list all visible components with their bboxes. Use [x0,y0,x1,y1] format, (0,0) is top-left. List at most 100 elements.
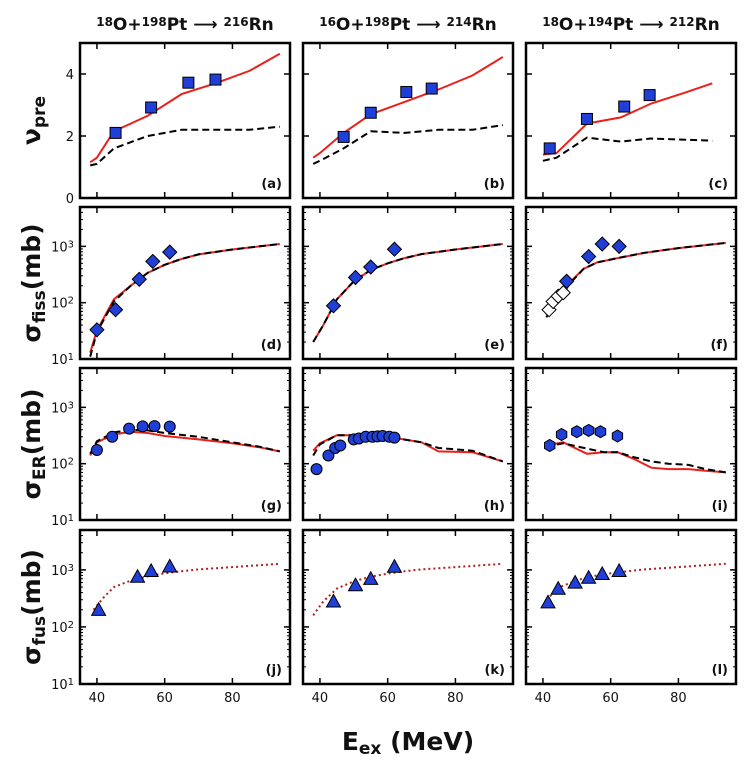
x-axis-label: Eex (MeV) [342,727,474,759]
series-line-dashed [312,243,503,343]
data-point-diamond [325,298,342,314]
data-point-diamond [363,259,379,275]
series-line-dashed [89,125,280,167]
y-tick-label: 103 [51,400,74,416]
data-point-square [400,85,413,98]
panel-e: (e) [301,205,515,361]
plot-area [89,52,281,167]
panel-a: 0 2 4 (a) [66,41,292,207]
y-tick-label: 102 [51,457,74,473]
panel-j: 101 102 103 40 60 80 (j) [51,528,292,706]
panel-frame [301,41,515,200]
plot-area [542,82,713,162]
data-point-circle [322,449,335,462]
x-tick-label: 60 [156,691,173,706]
data-point-diamond [107,302,124,318]
panel-frame [301,205,515,361]
data-point-diamond [162,244,178,260]
plot-area [312,56,504,165]
panel-letter: (g) [261,499,282,514]
data-point-hexagon [611,429,624,443]
data-point-square [425,82,438,95]
panel-frame [78,366,292,522]
data-point-square [182,76,195,89]
series-line-dotted [312,562,503,616]
plot-area [312,241,503,343]
panel-b: (b) [301,41,515,200]
column-title-1: 18O+198Pt ⟶ 216Rn [96,15,274,35]
data-point-hexagon [555,427,568,442]
data-point-circle [334,439,347,452]
panel-h: (h) [301,366,515,522]
plot-area [310,430,504,476]
y-tick-label: 101 [51,352,74,368]
plot-area [90,558,280,616]
y-tick-label: 101 [51,677,74,693]
panel-letter: (a) [261,177,282,192]
series-line-dashed [545,241,726,318]
panel-k: 40 60 80 (k) [301,528,515,706]
panel-letter: (h) [484,499,505,514]
data-point-diamond [131,271,147,288]
data-point-triangle [325,593,342,608]
panel-letter: (i) [712,499,728,514]
svg-text:σER(mb): σER(mb) [17,389,50,500]
panel-frame [78,205,292,361]
y-tick-label: 103 [51,239,74,255]
data-point-circle [148,420,161,433]
data-point-circle [388,431,401,444]
svg-text:σfiss(mb): σfiss(mb) [17,223,50,342]
panel-letter: (k) [484,663,505,678]
plot-area [89,243,280,357]
plot-area [540,562,726,609]
y-tick-label: 4 [66,68,74,83]
data-point-circle [106,430,119,443]
y-tick-label: 102 [51,620,74,636]
column-titles: 18O+198Pt ⟶ 216Rn 16O+198Pt ⟶ 214Rn 18O+19… [96,15,720,35]
data-point-triangle [143,562,159,577]
column-title-3: 18O+194Pt ⟶ 212Rn [542,15,720,35]
data-point-triangle [594,565,611,581]
column-title-2: 16O+198Pt ⟶ 214Rn [319,15,497,35]
data-point-diamond [611,238,627,255]
data-point-triangle [362,570,379,585]
panel-g: 101 102 103 (g) [51,366,292,529]
data-point-circle [136,420,149,433]
data-point-square [643,89,656,102]
plot-area [89,420,281,456]
panel-f: (f) [524,205,738,361]
panel-letter: (b) [484,177,505,192]
data-point-circle [123,422,136,435]
panel-letter: (j) [266,663,282,678]
panel-c: (c) [524,41,738,200]
y-tick-label: 102 [51,296,74,312]
panel-frame [78,528,292,686]
data-point-diamond [580,248,597,265]
data-point-square [109,126,122,139]
data-point-hexagon [544,438,556,453]
panel-frame [524,41,738,200]
data-point-triangle [386,558,403,573]
x-tick-label: 40 [89,691,106,706]
data-point-circle [310,463,323,476]
panel-letter: (c) [708,177,728,192]
series-line-dashed [312,124,503,165]
data-point-triangle [580,569,597,584]
data-point-hexagon [571,425,583,439]
series-line-solid [89,52,281,164]
series-line-dashed [89,243,280,357]
panel-frame [524,528,738,686]
panel-d: 101 102 103 (d) [51,205,292,368]
data-point-triangle [540,594,556,609]
y-axis-label-row-4: σfus(mb) [17,549,50,665]
data-point-triangle [611,562,627,577]
y-axis-label-row-2: σfiss(mb) [17,223,50,342]
series-line-solid [542,82,713,156]
plot-area [312,558,503,616]
svg-text:σfus(mb): σfus(mb) [17,549,50,665]
panel-grid: 0 2 4 (a) (b) (c) 101 102 103 (d) (e) (f) 101 102 103 (… [51,41,738,706]
x-tick-label: 40 [312,691,329,706]
series-line-dotted [92,562,280,611]
panel-frame [524,205,738,361]
x-tick-label: 40 [535,691,552,706]
